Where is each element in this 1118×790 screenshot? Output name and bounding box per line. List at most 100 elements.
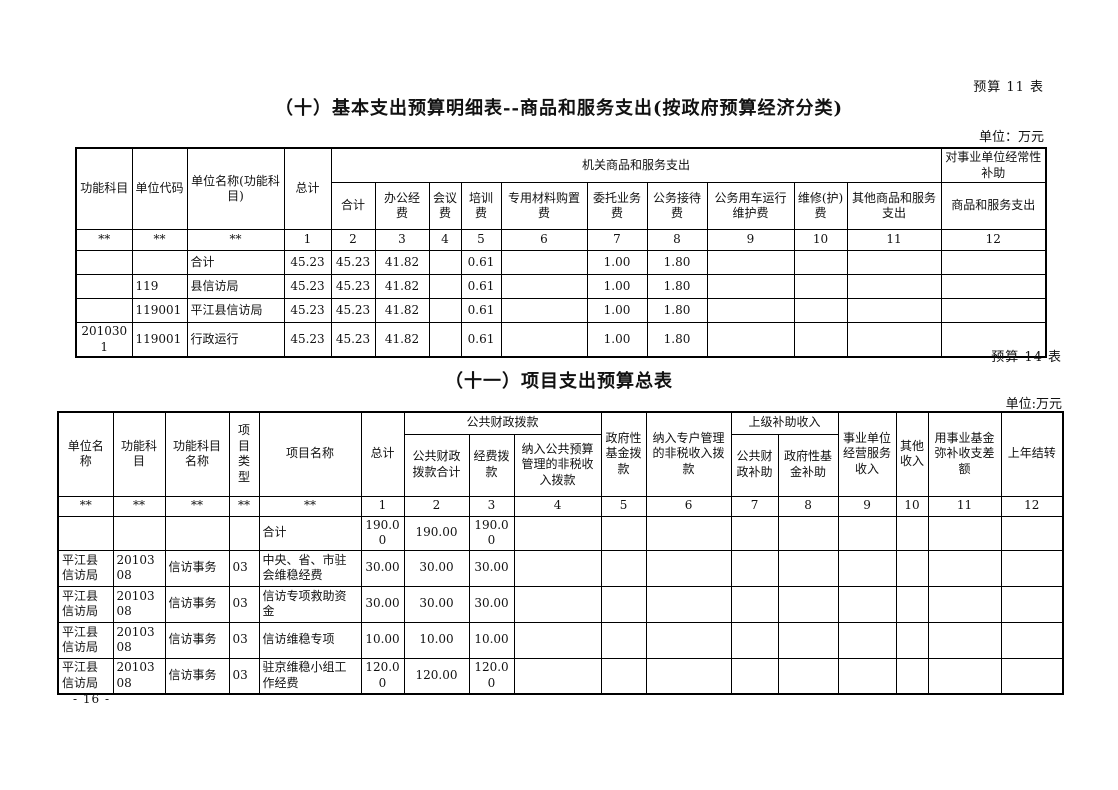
data-cell: 2010308 (112, 657, 166, 695)
data-cell (895, 621, 929, 659)
data-cell: 2010308 (112, 549, 166, 587)
col-number-cell: 9 (706, 229, 795, 252)
data-cell: 信访专项救助资金 (258, 585, 362, 623)
header-cell: 公务用车运行维护费 (706, 182, 795, 231)
data-cell (927, 621, 1002, 659)
header-cell: 政府性基金拨款 (600, 411, 647, 497)
data-cell (228, 515, 260, 551)
col-number-cell: 4 (513, 495, 602, 517)
data-cell: 119001 (131, 322, 188, 358)
page-number: - 16 - (73, 692, 111, 706)
col-number-cell: ** (186, 229, 285, 252)
data-cell: 2010308 (112, 621, 166, 659)
data-cell: 120.00 (360, 657, 405, 695)
data-cell: 信访维稳专项 (258, 621, 362, 659)
data-cell (600, 621, 647, 659)
data-cell (645, 585, 732, 623)
header-cell: 其他收入 (895, 411, 929, 497)
data-cell (837, 515, 897, 551)
data-cell (1000, 657, 1064, 695)
column-number-row: ** ** ** 1 2 3 4 5 6 7 8 9 10 11 12 (75, 229, 1047, 252)
data-cell (513, 549, 602, 587)
data-cell (164, 515, 230, 551)
data-cell (730, 657, 779, 695)
col-number-cell: ** (164, 495, 230, 517)
header-cell: 专用材料购置费 (500, 182, 588, 231)
col-number-cell: 2 (403, 495, 470, 517)
col-number-cell: 5 (600, 495, 647, 517)
table1-budget-tag: 预算 11 表 (973, 80, 1044, 95)
header-cell: 总计 (360, 411, 405, 497)
data-cell (846, 250, 942, 276)
data-cell (500, 274, 588, 300)
data-cell: 1.00 (586, 322, 648, 358)
data-cell (730, 549, 779, 587)
data-cell: 03 (228, 657, 260, 695)
data-cell: 2010301 (75, 322, 133, 358)
header-cell: 维修(护)费 (793, 182, 848, 231)
header-cell: 功能科目 (112, 411, 166, 497)
table-row: 平江县信访局 2010308 信访事务 03 驻京维稳小组工作经费 120.00… (57, 657, 1064, 695)
basic-expenditure-table: 功能科目 单位代码 单位名称(功能科目) 总计 机关商品和服务支出 对事业单位经… (75, 147, 1048, 359)
data-cell (777, 657, 839, 695)
header-cell: 会议费 (428, 182, 462, 231)
table2-budget-tag: 预算 14 表 (991, 350, 1062, 365)
header-cell: 用事业基金弥补收支差额 (927, 411, 1002, 497)
header-cell: 功能科目名称 (164, 411, 230, 497)
header-cell: 办公经费 (374, 182, 430, 231)
table-row: 119001 平江县信访局 45.23 45.23 41.82 0.61 1.0… (75, 298, 1047, 324)
header-cell: 功能科目 (75, 147, 133, 231)
header-cell: 事业单位经营服务收入 (837, 411, 897, 497)
data-cell (600, 657, 647, 695)
data-cell (75, 274, 133, 300)
table-row: 合计 190.00 190.00 190.00 (57, 515, 1064, 551)
data-cell (940, 298, 1047, 324)
data-cell (837, 585, 897, 623)
data-cell (513, 515, 602, 551)
data-cell (940, 322, 1047, 358)
data-cell (706, 322, 795, 358)
header-group-cell: 上级补助收入 (730, 411, 839, 435)
data-cell (777, 585, 839, 623)
header-cell: 纳入专户管理的非税收入拨款 (645, 411, 732, 497)
data-cell (75, 298, 133, 324)
col-number-cell: 2 (330, 229, 376, 252)
data-cell: 119001 (131, 298, 188, 324)
header-cell: 其他商品和服务支出 (846, 182, 942, 231)
data-cell (895, 549, 929, 587)
data-cell (1000, 585, 1064, 623)
data-cell: 30.00 (403, 585, 470, 623)
data-cell: 30.00 (468, 585, 515, 623)
col-number-cell: 10 (793, 229, 848, 252)
header-cell: 培训费 (460, 182, 502, 231)
data-cell (837, 549, 897, 587)
header-cell: 公务接待费 (646, 182, 708, 231)
data-cell (645, 657, 732, 695)
data-cell: 190.00 (468, 515, 515, 551)
data-cell: 03 (228, 585, 260, 623)
data-cell: 41.82 (374, 322, 430, 358)
data-cell (837, 621, 897, 659)
header-cell: 总计 (283, 147, 332, 231)
header-cell: 项目名称 (258, 411, 362, 497)
data-cell (500, 250, 588, 276)
header-cell: 单位名称 (57, 411, 114, 497)
data-cell (793, 298, 848, 324)
data-cell (131, 250, 188, 276)
data-cell (927, 657, 1002, 695)
data-cell (75, 250, 133, 276)
header-cell: 委托业务费 (586, 182, 648, 231)
data-cell: 41.82 (374, 298, 430, 324)
table-row: 119 县信访局 45.23 45.23 41.82 0.61 1.00 1.8… (75, 274, 1047, 300)
data-cell (600, 515, 647, 551)
data-cell (1000, 515, 1064, 551)
data-cell (846, 298, 942, 324)
data-cell: 0.61 (460, 274, 502, 300)
data-cell (730, 515, 779, 551)
data-cell: 45.23 (283, 298, 332, 324)
data-cell: 45.23 (330, 322, 376, 358)
data-cell: 县信访局 (186, 274, 285, 300)
data-cell (500, 298, 588, 324)
data-cell: 190.00 (403, 515, 470, 551)
